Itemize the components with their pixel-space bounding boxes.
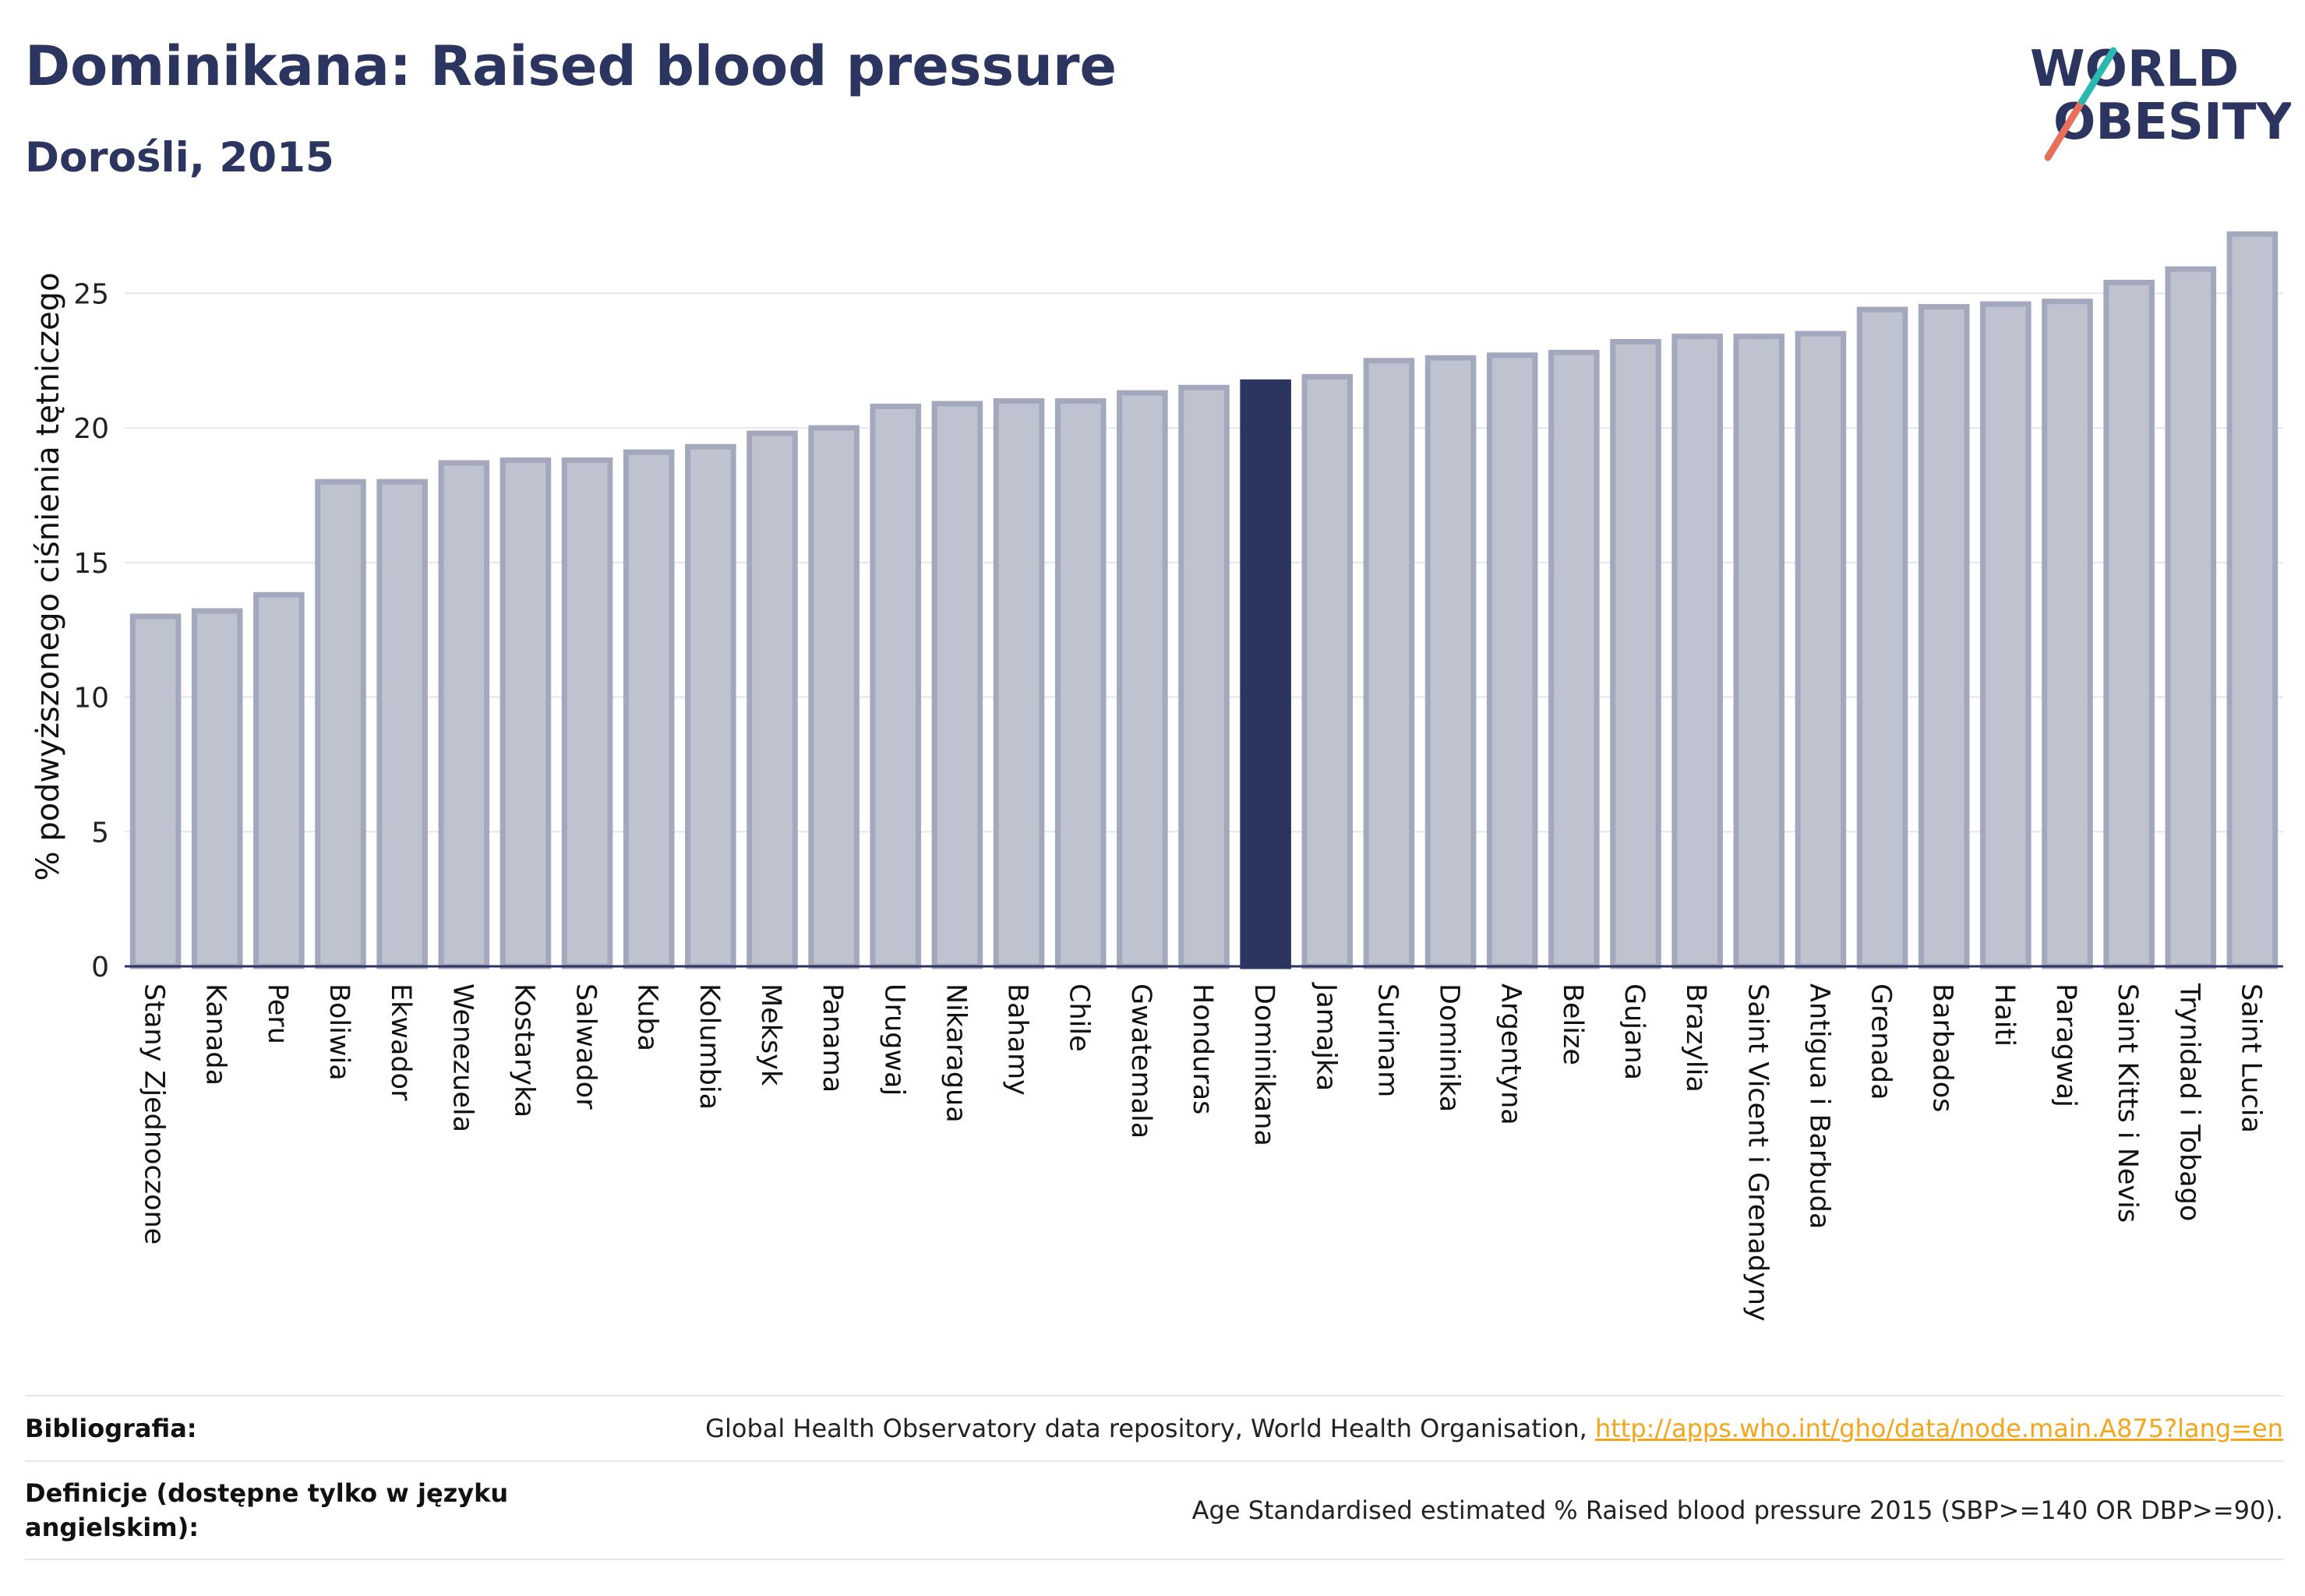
logo-slash-red bbox=[2044, 97, 2086, 161]
logo-slash-teal bbox=[2078, 47, 2117, 105]
x-tick-label: Saint Kitts i Nevis bbox=[2112, 983, 2143, 1223]
bar bbox=[1301, 373, 1354, 969]
y-tick-label: 15 bbox=[73, 548, 109, 580]
x-tick-label: Boliwia bbox=[323, 983, 355, 1081]
world-obesity-logo: WORLD OBESITY bbox=[2030, 41, 2291, 161]
x-tick-label: Bahamy bbox=[1002, 983, 1033, 1096]
x-tick-label: Surinam bbox=[1371, 983, 1403, 1097]
bar bbox=[1548, 349, 1600, 969]
y-tick-label: 25 bbox=[73, 278, 109, 310]
x-tick-label: Panama bbox=[817, 983, 848, 1093]
bibliography-text: Global Health Observatory data repositor… bbox=[705, 1414, 1595, 1443]
bar bbox=[438, 460, 490, 969]
x-tick-label: Saint Vicent i Grenadyny bbox=[1742, 983, 1773, 1322]
chart-subtitle: Dorośli, 2015 bbox=[25, 134, 334, 182]
bar bbox=[253, 591, 305, 969]
bars bbox=[129, 231, 2279, 969]
x-tick-label: Nikaragua bbox=[940, 983, 971, 1123]
bar bbox=[129, 613, 182, 969]
x-tick-label: Saint Lucia bbox=[2235, 983, 2266, 1133]
bar bbox=[2103, 280, 2155, 969]
y-axis-label: % podwyższonego ciśnienia tętniczego bbox=[30, 273, 66, 881]
y-tick-label: 20 bbox=[73, 413, 109, 445]
bar bbox=[1918, 304, 1970, 969]
x-tick-label: Dominika bbox=[1434, 983, 1465, 1112]
y-tick-label: 5 bbox=[91, 817, 109, 849]
bar bbox=[1856, 306, 1908, 969]
x-tick-label: Belize bbox=[1557, 983, 1588, 1065]
x-tick-label: Urugwaj bbox=[878, 983, 909, 1096]
x-tick-label: Wenezuela bbox=[447, 983, 478, 1132]
x-tick-label: Haiti bbox=[1989, 983, 2020, 1047]
bar bbox=[1054, 398, 1107, 969]
x-tick-label: Kolumbia bbox=[694, 983, 725, 1110]
y-tick-label: 0 bbox=[91, 952, 109, 983]
x-tick-label: Argentyna bbox=[1495, 983, 1527, 1125]
bar bbox=[1178, 384, 1230, 969]
x-tick-labels: Stany Zjednoczone Kanada Peru Boliwia Ekwado… bbox=[139, 982, 2267, 1322]
bar bbox=[1117, 390, 1168, 969]
bibliography-label: Bibliografia: bbox=[25, 1414, 197, 1443]
chart-title: Dominikana: Raised blood pressure bbox=[25, 34, 1117, 98]
bibliography-value: Global Health Observatory data repositor… bbox=[705, 1414, 2283, 1443]
bar bbox=[931, 401, 983, 969]
y-tick-label: 10 bbox=[73, 683, 109, 715]
x-tick-label: Chile bbox=[1064, 983, 1095, 1052]
x-tick-label: Kostaryka bbox=[508, 983, 539, 1118]
definition-row: Definicje (dostępne tylko w języku angie… bbox=[25, 1460, 2283, 1560]
x-tick-label: Kuba bbox=[632, 983, 663, 1051]
definition-text: Age Standardised estimated % Raised bloo… bbox=[1191, 1495, 2283, 1525]
bar bbox=[1363, 358, 1415, 969]
bar bbox=[685, 443, 736, 969]
definition-label: Definicje (dostępne tylko w języku angie… bbox=[25, 1478, 509, 1542]
bibliography-link[interactable]: http://apps.who.int/gho/data/node.main.A… bbox=[1594, 1414, 2283, 1443]
bar bbox=[1980, 301, 2031, 969]
logo-line2: OBESITY bbox=[2053, 94, 2291, 151]
y-tick-labels: 0 5 10 15 20 25 bbox=[73, 278, 109, 983]
bibliography-row: Bibliografia: Global Health Observatory … bbox=[25, 1395, 2283, 1460]
bar-chart: 0 5 10 15 20 25 Stany Zjednoczone Kanada Peru Bo… bbox=[30, 231, 2283, 1322]
bar bbox=[870, 403, 922, 969]
bar bbox=[1610, 339, 1661, 969]
x-tick-label: Trynidad i Tobago bbox=[2173, 983, 2204, 1221]
bar bbox=[1671, 334, 1723, 969]
bar bbox=[623, 449, 675, 969]
bar bbox=[747, 430, 798, 969]
x-tick-label: Jamajka bbox=[1310, 982, 1341, 1091]
x-tick-label: Brazylia bbox=[1680, 983, 1711, 1093]
x-tick-label: Honduras bbox=[1187, 983, 1218, 1114]
bar bbox=[2042, 298, 2093, 969]
x-tick-label: Meksyk bbox=[755, 983, 786, 1086]
x-tick-label: Dominikana bbox=[1248, 983, 1280, 1146]
bar bbox=[808, 425, 860, 969]
x-tick-label: Peru bbox=[262, 983, 293, 1044]
bar bbox=[993, 398, 1045, 969]
x-tick-label: Gwatemala bbox=[1125, 983, 1156, 1139]
bar bbox=[1424, 355, 1477, 969]
x-tick-label: Gujana bbox=[1618, 983, 1650, 1080]
bar bbox=[376, 478, 428, 969]
bar bbox=[191, 608, 243, 969]
x-tick-label: Paragwaj bbox=[2050, 983, 2081, 1107]
bar bbox=[1733, 334, 1785, 969]
bar bbox=[315, 478, 366, 969]
x-tick-label: Salwador bbox=[570, 983, 602, 1110]
x-tick-label: Barbados bbox=[1927, 983, 1958, 1112]
x-tick-label: Grenada bbox=[1866, 983, 1897, 1100]
x-tick-label: Kanada bbox=[200, 983, 231, 1086]
bar bbox=[2226, 231, 2279, 969]
bar bbox=[499, 457, 552, 969]
x-tick-label: Antigua i Barbuda bbox=[1803, 983, 1834, 1229]
bar bbox=[1240, 379, 1291, 969]
x-tick-label: Stany Zjednoczone bbox=[139, 983, 170, 1245]
bar bbox=[561, 457, 613, 969]
bar bbox=[2165, 266, 2217, 969]
bar bbox=[1486, 352, 1538, 969]
bar bbox=[1795, 330, 1847, 969]
logo-line1: WORLD bbox=[2030, 41, 2239, 98]
x-tick-label: Ekwador bbox=[385, 983, 416, 1101]
